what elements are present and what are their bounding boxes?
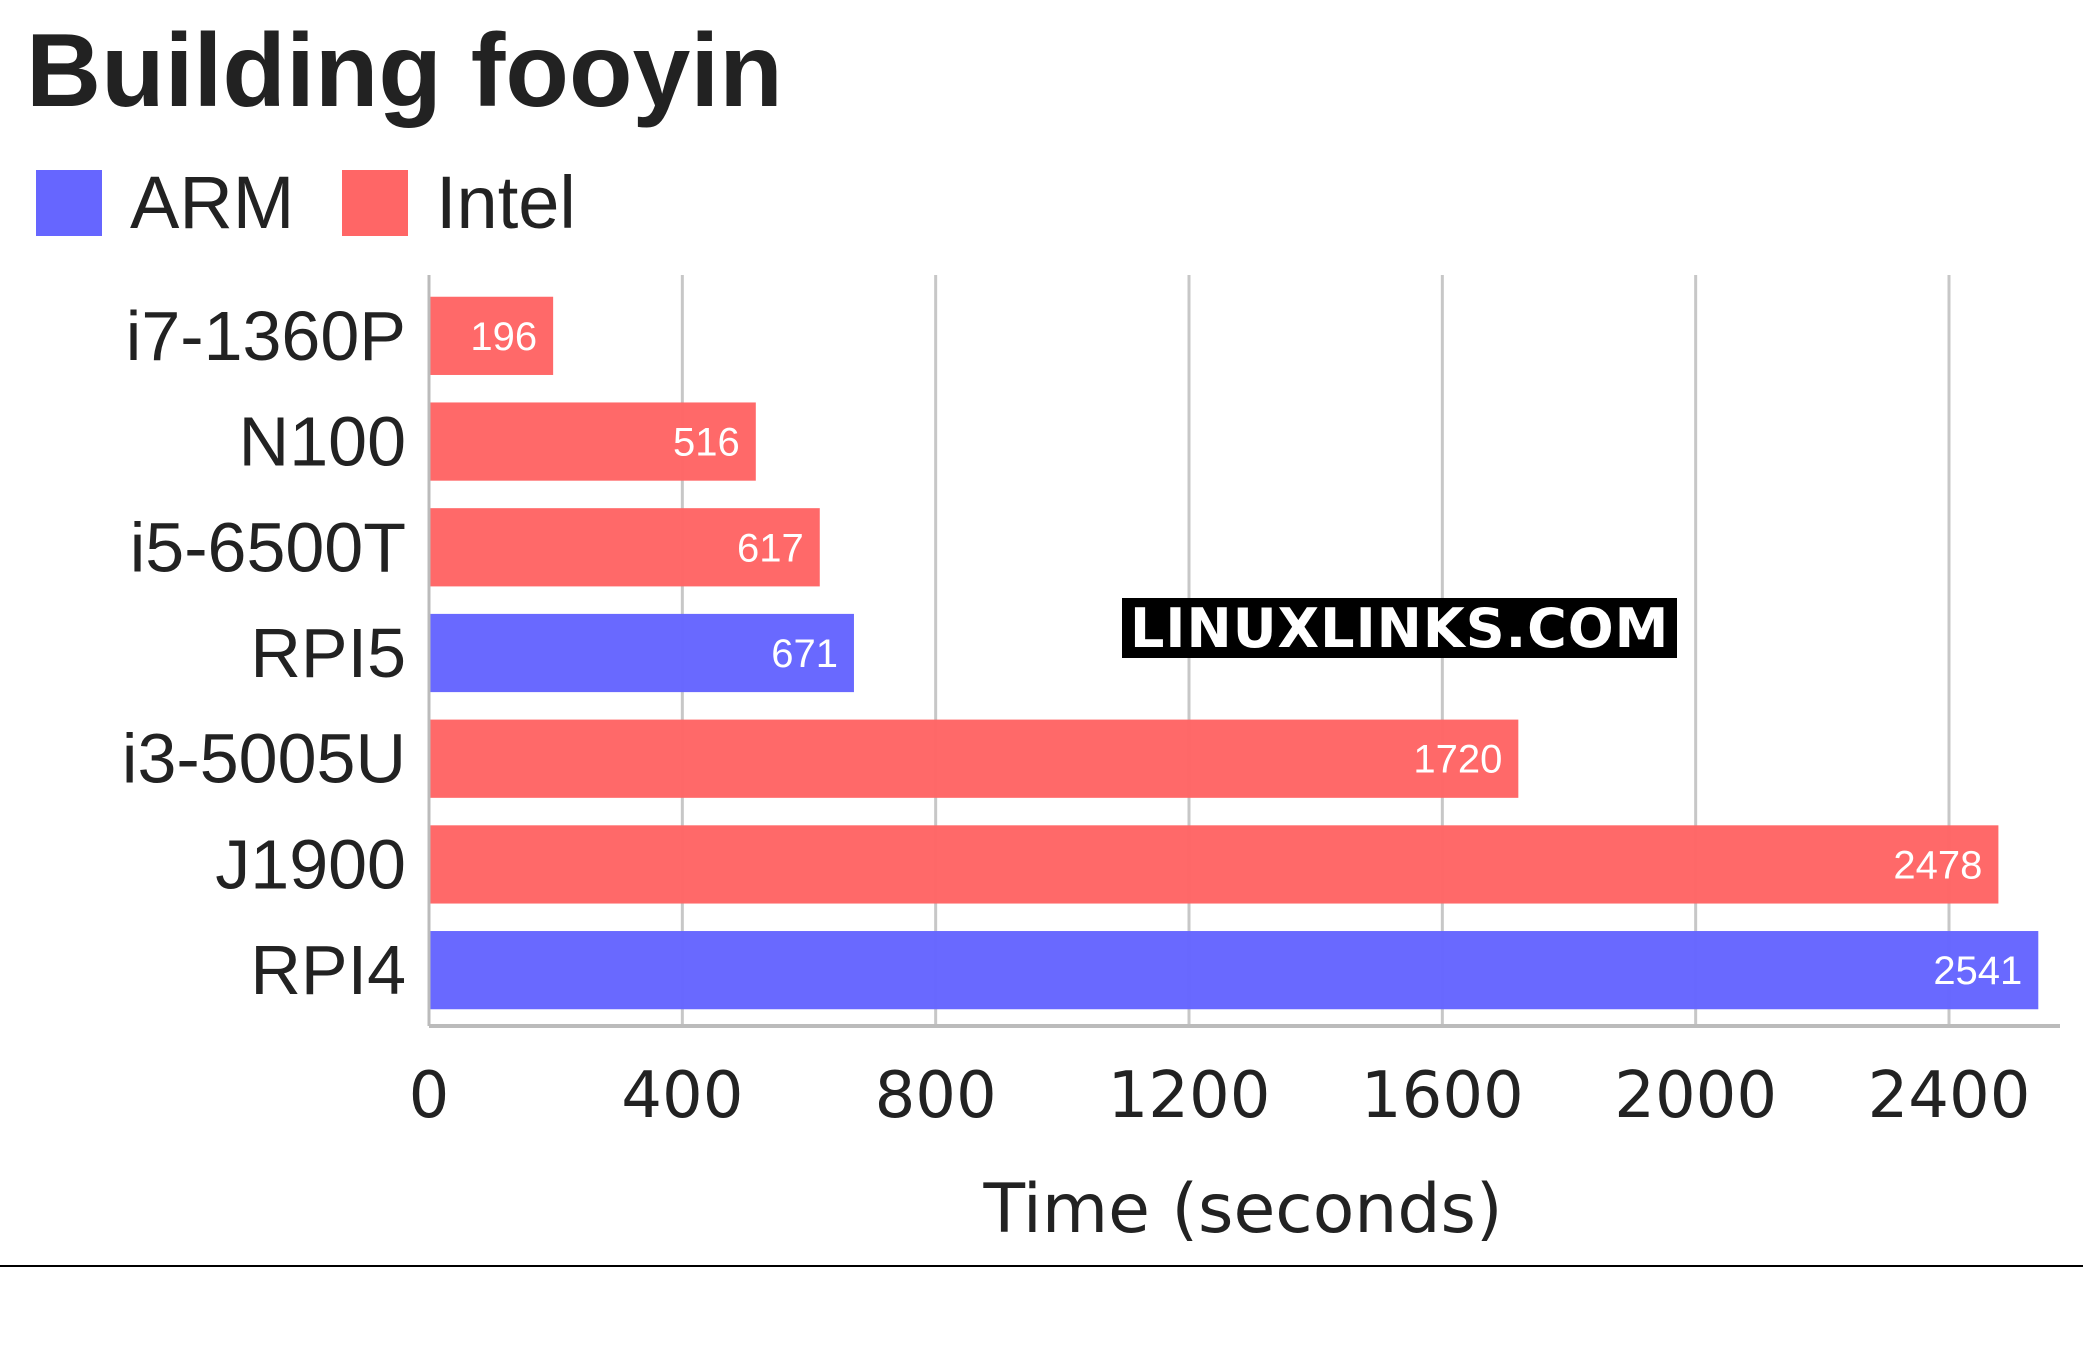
bar-i5-6500t: [429, 508, 820, 587]
y-tick-label-i5-6500t: i5-6500T: [130, 508, 406, 586]
watermark: LINUXLINKS.COM: [1122, 598, 1678, 658]
legend-swatch-arm: [36, 169, 102, 236]
x-tick-label-800: 800: [875, 1059, 997, 1133]
x-axis-title: Time (seconds): [982, 1170, 1502, 1249]
y-tick-label-n100: N100: [239, 403, 406, 481]
legend-item-intel: Intel: [342, 160, 576, 245]
data-label-rpi5: 671: [771, 632, 838, 676]
bar-n100: [429, 402, 756, 481]
data-label-i3-5005u: 1720: [1413, 738, 1502, 782]
y-tick-label-i7-1360p: i7-1360P: [126, 297, 406, 375]
x-tick-label-2400: 2400: [1868, 1059, 2031, 1133]
x-tick-label-1200: 1200: [1108, 1059, 1271, 1133]
legend-label-arm: ARM: [130, 161, 295, 244]
data-label-i7-1360p: 196: [470, 315, 537, 359]
chart-title: Building fooyin: [26, 13, 783, 129]
y-tick-label-rpi4: RPI4: [250, 931, 406, 1009]
y-tick-label-j1900: J1900: [215, 825, 406, 903]
x-tick-label-1600: 1600: [1361, 1059, 1524, 1133]
legend-label-intel: Intel: [436, 161, 576, 244]
x-tick-label-0: 0: [409, 1059, 450, 1133]
bar-i7-1360p: [429, 296, 554, 375]
bar-rpi4: [429, 931, 2039, 1010]
bar-j1900: [429, 825, 1999, 904]
legend-swatch-intel: [342, 169, 408, 236]
y-tick-label-rpi5: RPI5: [250, 614, 406, 692]
x-tick-label-400: 400: [621, 1059, 743, 1133]
labels: 0 400 800 1200 1600 2000 2400 i7-1360P 196 N100 51…: [122, 297, 2031, 1133]
bars: [429, 296, 2039, 1010]
axes: [427, 275, 2060, 1028]
data-label-rpi4: 2541: [1933, 949, 2022, 993]
bottom-divider: [0, 1265, 2083, 1267]
data-label-i5-6500t: 617: [737, 526, 804, 570]
x-tick-label-2000: 2000: [1614, 1059, 1777, 1133]
data-label-j1900: 2478: [1893, 843, 1982, 887]
data-label-n100: 516: [673, 421, 740, 465]
bar-i3-5005u: [429, 719, 1519, 798]
y-tick-label-i3-5005u: i3-5005U: [122, 720, 406, 798]
bar-rpi5: [429, 613, 854, 693]
legend-item-arm: ARM: [36, 160, 294, 245]
